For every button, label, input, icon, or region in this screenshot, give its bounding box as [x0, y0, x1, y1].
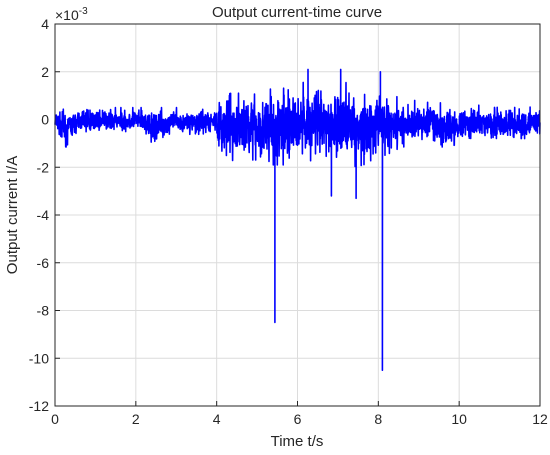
y-tick-label: -10: [29, 350, 49, 366]
y-tick-label: -6: [37, 255, 50, 271]
x-tick-label: 10: [451, 411, 467, 427]
x-tick-label: 4: [213, 411, 221, 427]
series-layer: [54, 68, 541, 371]
chart-title: Output current-time curve: [212, 4, 382, 21]
x-tick-labels: 0 2 4 6 8 10 12: [51, 411, 548, 427]
x-axis-title: Time t/s: [271, 433, 324, 450]
y-exponent-label: ×10-3: [55, 6, 88, 23]
x-tick-label: 2: [132, 411, 140, 427]
y-tick-label: -8: [37, 303, 50, 319]
series-line: [54, 68, 541, 371]
y-tick-label: -12: [29, 398, 49, 414]
x-tick-label: 8: [374, 411, 382, 427]
y-tick-labels: -12 -10 -8 -6 -4 -2 0 2 4: [29, 16, 49, 414]
x-tick-label: 12: [532, 411, 548, 427]
y-tick-label: 2: [41, 64, 49, 80]
y-tick-label: 0: [41, 112, 49, 128]
y-exponent-power: -3: [79, 6, 88, 17]
plot-frame: [54, 23, 541, 407]
y-tick-label: 4: [41, 16, 49, 32]
y-tick-label: -2: [37, 159, 50, 175]
y-tick-label: -4: [37, 207, 50, 223]
x-tick-label: 0: [51, 411, 59, 427]
y-axis-title: Output current I/A: [4, 156, 21, 274]
x-tick-label: 6: [294, 411, 302, 427]
y-exponent-base: ×10: [55, 7, 79, 23]
